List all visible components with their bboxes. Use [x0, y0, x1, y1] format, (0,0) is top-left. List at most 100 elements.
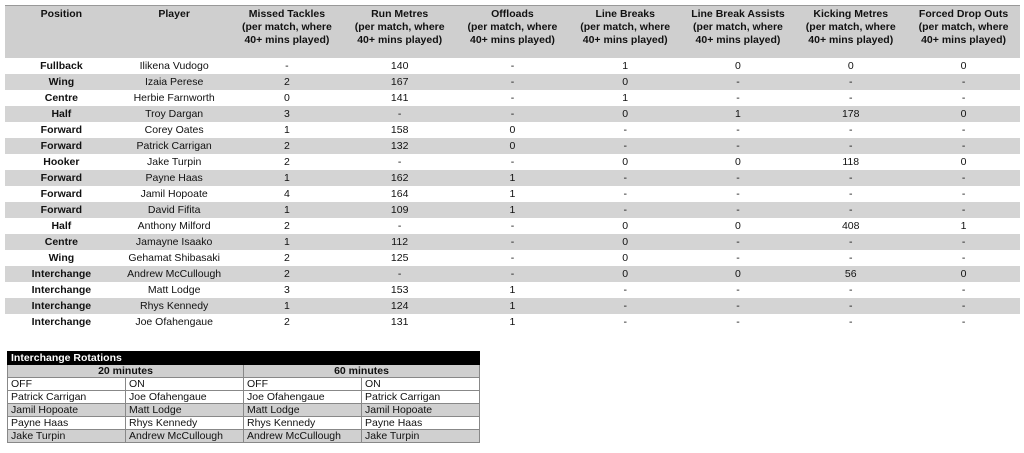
stat-cell: - — [961, 315, 966, 328]
player-cell: Matt Lodge — [243, 403, 362, 417]
stat-cell: 2 — [230, 138, 344, 154]
stat-cell: 2 — [283, 219, 290, 232]
table-row: Fullback Ilikena Vudogo - 140 - 1 0 0 0 — [5, 58, 1020, 74]
stat-cell: 131 — [390, 315, 409, 328]
position-cell: Half — [5, 106, 118, 122]
column-header: Run Metres (per match, where 40+ mins pl… — [343, 5, 457, 58]
stat-cell: 132 — [343, 138, 457, 154]
stat-cell: - — [397, 155, 402, 168]
stat-cell: - — [681, 202, 795, 218]
table-row: Interchange Andrew McCullough 2- -0 0 56 0 — [5, 266, 1020, 282]
rotations-title: Interchange Rotations — [7, 351, 480, 365]
stat-cell: 2 — [230, 266, 344, 282]
stat-cell: - — [794, 74, 908, 90]
stat-cell: - — [623, 283, 627, 296]
position-cell: Interchange — [5, 266, 118, 282]
stat-cell: 153 — [390, 283, 409, 296]
rotations-column-row: OFF ON OFF ON — [7, 377, 480, 391]
column-header: Position — [5, 5, 118, 58]
column-header: Missed Tackles (per match, where 40+ min… — [230, 5, 344, 58]
player-cell: Jamil Hopoate — [361, 403, 480, 417]
stat-cell: 1 — [456, 202, 569, 218]
stat-cell: 158 — [390, 123, 409, 136]
stat-cell: - — [794, 298, 908, 314]
player-cell: Payne Haas — [361, 416, 480, 430]
player-cell: Ilikena Vudogo — [139, 59, 209, 72]
table-row: Interchange Rhys Kennedy 1 124 1- - - - — [5, 298, 1020, 314]
player-cell: Gehamat Shibasaki — [128, 251, 220, 264]
player-cell: David Fifita — [117, 202, 231, 218]
stat-cell: 118 — [842, 155, 860, 168]
player-cell: Jamil Hopoate — [140, 187, 208, 200]
player-cell: Patrick Carrigan — [361, 390, 480, 404]
stat-cell: 141 — [390, 91, 409, 104]
stat-cell: 1 — [622, 91, 629, 104]
stat-cell: - — [961, 251, 966, 264]
player-cell: Joe Ofahengaue — [243, 390, 362, 404]
stat-cell: - — [794, 170, 908, 186]
player-cell: Matt Lodge — [147, 283, 201, 296]
player-cell: Izaia Perese — [117, 74, 231, 90]
stat-cell: 1 — [456, 170, 569, 186]
position-cell: Forward — [5, 170, 118, 186]
player-cell: Joe Ofahengaue — [135, 315, 213, 328]
stat-cell: - — [907, 170, 1020, 186]
stat-cell: 124 — [343, 298, 457, 314]
stat-cell: - — [623, 123, 627, 136]
stat-cell: 1 — [456, 298, 569, 314]
stat-cell: 162 — [343, 170, 457, 186]
stat-cell: 2 — [283, 315, 290, 328]
stat-cell: - — [681, 298, 795, 314]
rotations-period-row: 20 minutes 60 minutes — [7, 364, 480, 378]
rotation-row: Payne Haas Rhys Kennedy Rhys Kennedy Payne … — [7, 416, 480, 430]
player-cell: Patrick Carrigan — [117, 138, 231, 154]
stat-cell: - — [510, 91, 515, 104]
player-cell: Jake Turpin — [361, 429, 480, 443]
stat-cell: - — [736, 251, 740, 264]
stat-cell: 0 — [847, 59, 854, 72]
player-cell: Jamil Hopoate — [7, 403, 126, 417]
table-row: Hooker Jake Turpin 2 - - 0 0 118 0 — [5, 154, 1020, 170]
stat-cell: 1 — [509, 315, 516, 328]
stat-cell: 1 — [509, 187, 516, 200]
stat-cell: 2 — [230, 74, 344, 90]
stat-cell: - — [907, 298, 1020, 314]
stat-cell: - — [343, 266, 457, 282]
table-row: Forward Jamil Hopoate 4 164 1 - - - - — [5, 186, 1020, 202]
stat-cell: 0 — [509, 123, 516, 136]
table-row: Wing Izaia Perese 2 167-0- - - — [5, 74, 1020, 90]
player-cell: Andrew McCullough — [243, 429, 362, 443]
stat-cell: - — [736, 315, 740, 328]
player-cell: Payne Haas — [117, 170, 231, 186]
stat-cell: 3 — [283, 283, 290, 296]
position-cell: Fullback — [40, 59, 83, 72]
position-cell: Centre — [44, 91, 79, 104]
position-cell: Interchange — [31, 283, 92, 296]
rotations-title-row: Interchange Rotations — [7, 351, 480, 365]
stat-cell: 1 — [230, 202, 344, 218]
stat-cell: - — [961, 91, 966, 104]
stat-cell: - — [568, 202, 682, 218]
column-header: OFF — [7, 377, 126, 391]
column-header: Line Break Assists (per match, where 40+… — [681, 5, 795, 58]
stat-cell: 0 — [283, 91, 290, 104]
stat-cell: 1 — [681, 106, 795, 122]
period-label: 60 minutes — [243, 364, 480, 378]
stat-cell: 56 — [794, 266, 908, 282]
stat-cell: - — [848, 187, 853, 200]
stats-header-row: Position Player Missed Tackles (per match,… — [5, 5, 1020, 58]
stat-cell: 140 — [390, 59, 409, 72]
stat-cell: - — [456, 234, 569, 250]
stat-cell: - — [794, 138, 908, 154]
stat-cell: 1 — [622, 59, 629, 72]
player-cell: Payne Haas — [7, 416, 126, 430]
column-header: Offloads (per match, where 40+ mins play… — [456, 5, 569, 58]
stat-cell: - — [848, 123, 853, 136]
stat-cell: 0 — [907, 266, 1020, 282]
stat-cell: - — [736, 187, 740, 200]
stat-cell: - — [456, 74, 569, 90]
player-cell: Joe Ofahengaue — [125, 390, 244, 404]
column-header: Player — [117, 5, 231, 58]
stat-cell: 2 — [283, 155, 290, 168]
stat-cell: 109 — [343, 202, 457, 218]
